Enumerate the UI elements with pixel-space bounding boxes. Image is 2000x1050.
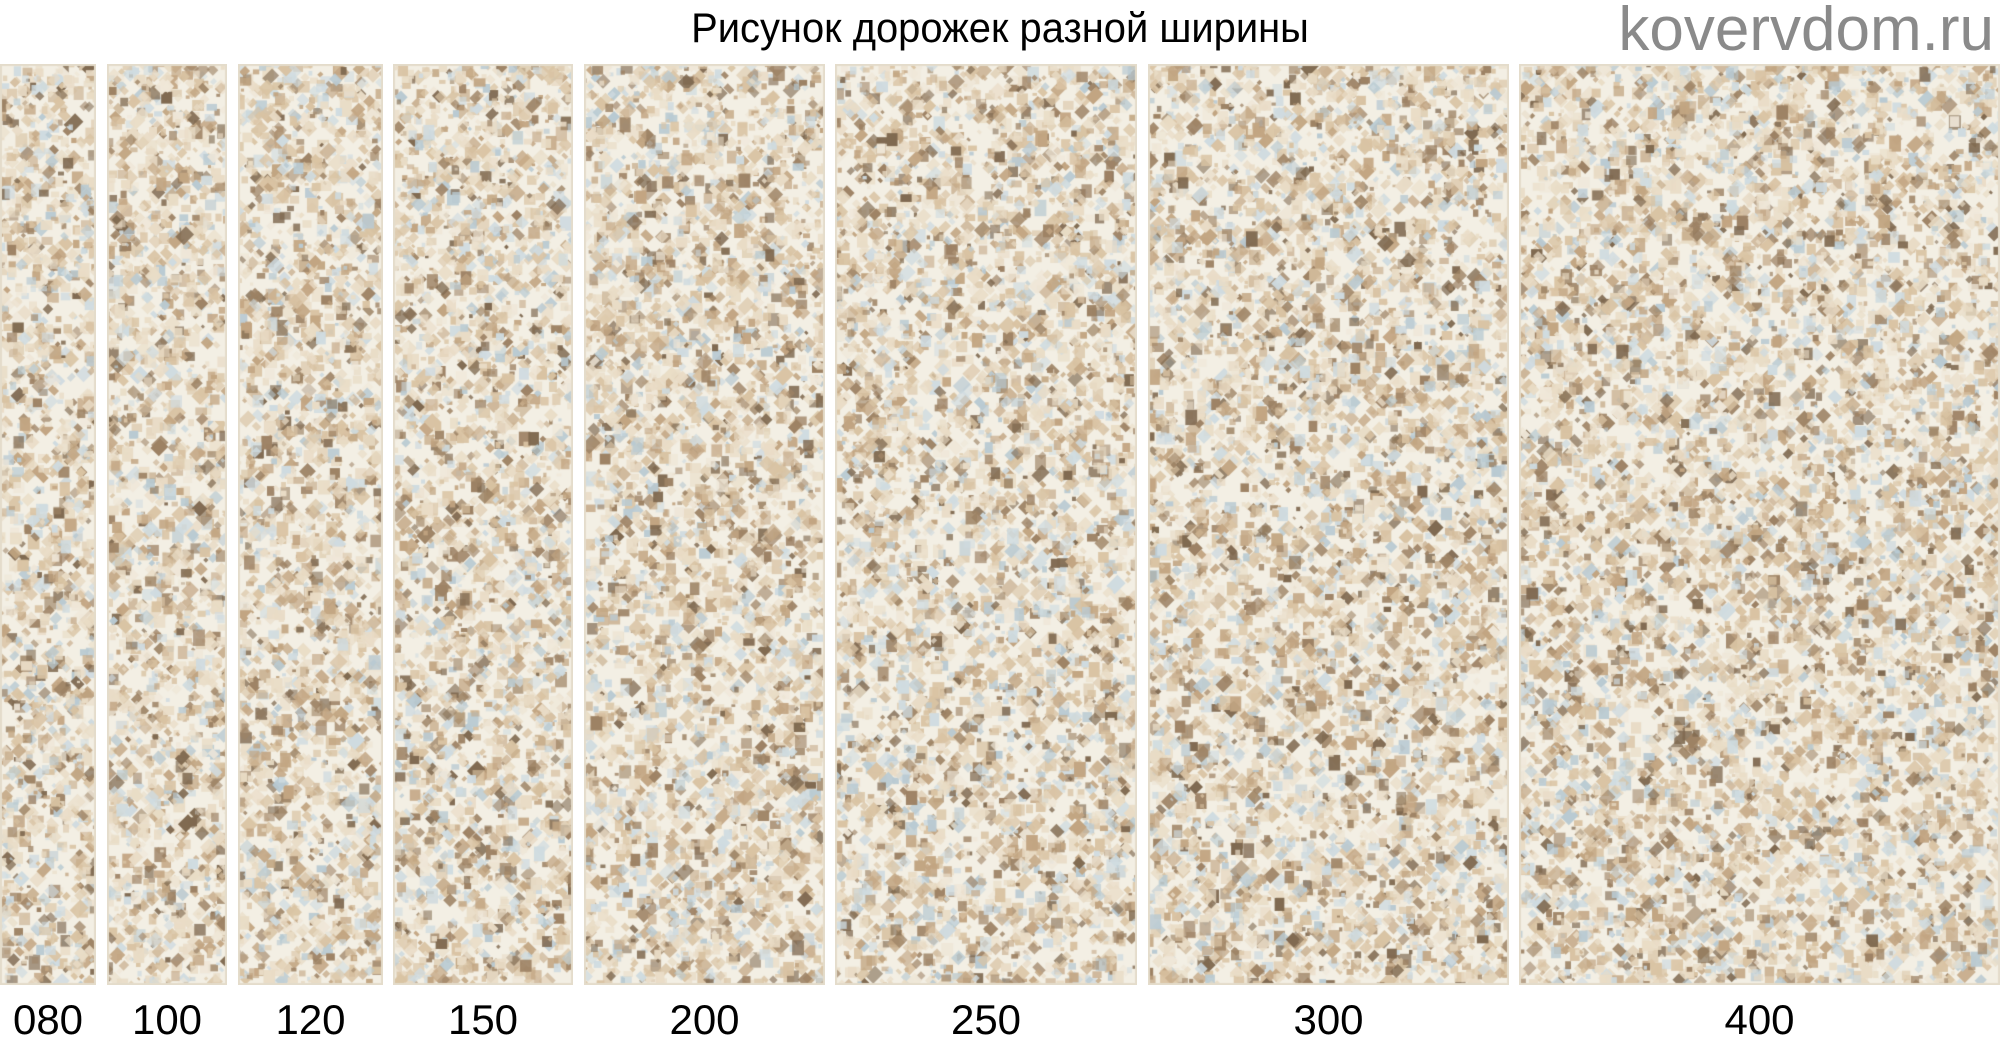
carpet-pattern bbox=[584, 64, 825, 985]
width-label-250: 250 bbox=[950, 996, 1022, 1043]
runner-strip-120 bbox=[238, 64, 383, 985]
carpet-pattern bbox=[835, 64, 1137, 985]
carpet-pattern bbox=[0, 64, 96, 985]
width-label-200: 200 bbox=[669, 996, 740, 1043]
runner-strip-100 bbox=[107, 64, 227, 985]
runner-strip-400 bbox=[1519, 64, 2000, 985]
width-label-300: 300 bbox=[1293, 996, 1364, 1043]
width-label-080: 080 bbox=[12, 996, 84, 1043]
runner-strip-250 bbox=[835, 64, 1137, 985]
carpet-pattern bbox=[393, 64, 573, 985]
runner-strip-200 bbox=[584, 64, 825, 985]
runner-strip-080 bbox=[0, 64, 96, 985]
carpet-pattern bbox=[107, 64, 227, 985]
watermark: kovervdom.ru bbox=[1618, 0, 1994, 64]
width-label-100: 100 bbox=[131, 996, 203, 1043]
width-label-400: 400 bbox=[1724, 996, 1795, 1043]
width-label-120: 120 bbox=[275, 996, 346, 1043]
carpet-pattern bbox=[1148, 64, 1509, 985]
runner-strip-150 bbox=[393, 64, 573, 985]
carpet-pattern bbox=[238, 64, 383, 985]
page-title: Рисунок дорожек разной ширины bbox=[691, 4, 1309, 51]
runner-strip-300 bbox=[1148, 64, 1509, 985]
carpet-pattern bbox=[1519, 64, 2000, 985]
width-label-150: 150 bbox=[447, 996, 519, 1043]
